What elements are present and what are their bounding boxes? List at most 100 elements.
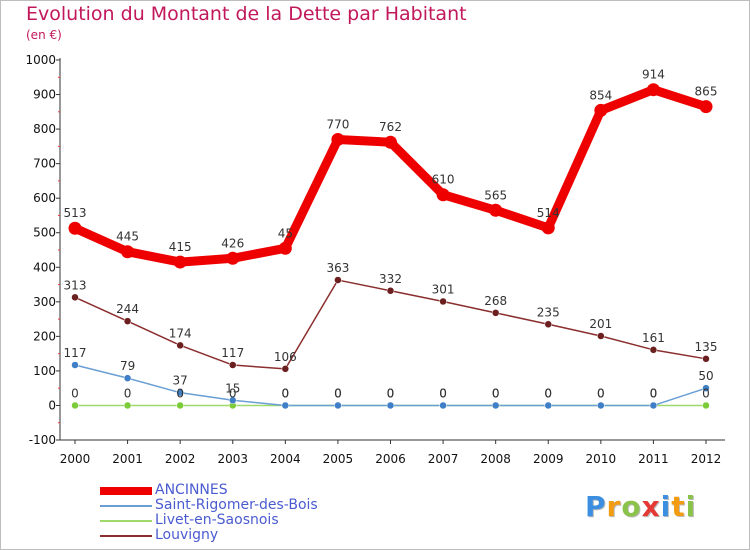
series-point-3 — [229, 361, 237, 369]
series-point-0 — [436, 188, 450, 202]
series-point-2 — [71, 401, 79, 410]
data-label: 201 — [589, 317, 612, 331]
series-point-3 — [544, 320, 552, 329]
logo-letter: P — [585, 490, 607, 523]
data-label: 445 — [116, 230, 139, 244]
y-tick-label: 1000 — [25, 53, 56, 67]
series-point-1 — [544, 401, 552, 410]
data-label: 0 — [597, 386, 605, 400]
logo-letter: o — [621, 490, 642, 523]
data-label: 117 — [64, 346, 87, 360]
data-label: 0 — [124, 386, 132, 400]
y-tick-label: 300 — [33, 295, 56, 309]
data-label: 565 — [484, 188, 507, 202]
series-point-0 — [384, 135, 397, 149]
legend-swatch-louvigny — [100, 535, 152, 537]
data-label: 79 — [120, 359, 135, 373]
legend-label-ancinnes: ANCINNES — [155, 482, 228, 498]
y-tick-label: 400 — [33, 260, 56, 274]
series-point-1 — [176, 388, 184, 397]
data-label: 0 — [492, 386, 500, 400]
series-point-1 — [229, 396, 237, 405]
data-label: 0 — [334, 386, 342, 400]
x-tick-label: 2005 — [323, 452, 354, 466]
data-label: 854 — [589, 88, 612, 102]
data-label: 0 — [650, 386, 658, 400]
series-point-0 — [646, 83, 660, 97]
data-label: 235 — [537, 305, 560, 319]
data-label: 415 — [169, 240, 192, 254]
x-tick-label: 2008 — [480, 452, 511, 466]
x-tick-label: 2000 — [60, 452, 91, 466]
legend-swatch-saint-rigomer — [100, 505, 152, 507]
series-point-1 — [123, 374, 132, 382]
series-point-1 — [491, 401, 500, 410]
logo-letter: i — [685, 490, 697, 523]
x-tick-label: 2001 — [112, 452, 143, 466]
data-label: 0 — [597, 386, 605, 400]
series-point-2 — [123, 401, 132, 410]
data-label: 268 — [484, 294, 507, 308]
data-label: 15 — [225, 381, 240, 395]
logo-letter: t — [671, 490, 686, 523]
data-label: 610 — [432, 173, 455, 187]
series-point-2 — [176, 401, 184, 410]
chart-title: Evolution du Montant de la Dette par Hab… — [26, 3, 467, 25]
data-label: 0 — [702, 386, 710, 400]
series-point-1 — [386, 401, 395, 410]
data-label: 0 — [229, 386, 237, 400]
data-label: 0 — [282, 386, 290, 400]
series-point-3 — [386, 287, 395, 295]
series-point-0 — [331, 132, 345, 146]
data-label: 762 — [379, 120, 402, 134]
data-label: 0 — [282, 386, 290, 400]
data-label: 363 — [326, 261, 349, 275]
series-point-0 — [68, 221, 82, 235]
data-label: 0 — [176, 386, 184, 400]
data-label: 161 — [642, 331, 665, 345]
y-tick-label: 800 — [33, 122, 56, 136]
series-point-1 — [71, 361, 79, 369]
data-label: 513 — [64, 206, 87, 220]
data-label: 174 — [169, 326, 192, 340]
proxiti-logo: Proxiti — [585, 490, 696, 523]
series-point-0 — [699, 100, 713, 114]
x-tick-label: 2009 — [533, 452, 564, 466]
data-label: 106 — [274, 350, 297, 364]
legend-label-louvigny: Louvigny — [155, 527, 219, 543]
series-point-0 — [278, 241, 292, 255]
data-label: 37 — [173, 374, 188, 388]
y-tick-label: 700 — [33, 157, 56, 171]
series-point-1 — [597, 401, 605, 410]
x-tick-label: 2003 — [217, 452, 248, 466]
data-label: 914 — [642, 68, 665, 82]
legend-swatch-ancinnes — [100, 487, 152, 495]
legend-label-livet: Livet-en-Saosnois — [155, 512, 279, 528]
series-point-3 — [597, 332, 605, 340]
y-tick-label: 200 — [33, 329, 56, 343]
series-point-0 — [226, 251, 240, 265]
data-label: 332 — [379, 272, 402, 286]
x-tick-label: 2004 — [270, 452, 301, 466]
data-label: 301 — [432, 282, 455, 296]
data-label: 50 — [698, 369, 713, 383]
series-point-0 — [541, 221, 555, 235]
data-label: 0 — [544, 386, 552, 400]
data-label: 514 — [537, 206, 560, 220]
data-label: 135 — [695, 340, 718, 354]
line-chart: -100010020030040050060070080090010002000… — [25, 53, 725, 466]
y-tick-label: -100 — [29, 433, 56, 447]
series-point-0 — [173, 255, 187, 269]
legend-label-saint-rigomer: Saint-Rigomer-des-Bois — [155, 497, 318, 513]
series-point-0 — [121, 245, 135, 259]
y-tick-label: 0 — [48, 398, 56, 412]
data-label: 117 — [221, 346, 244, 360]
data-label: 313 — [64, 278, 87, 292]
series-point-0 — [489, 203, 503, 217]
legend-swatch-livet — [100, 520, 152, 522]
y-tick-label: 600 — [33, 191, 56, 205]
y-tick-label: 500 — [33, 226, 56, 240]
series-point-1 — [649, 401, 658, 410]
data-label: 0 — [334, 386, 342, 400]
data-label: 0 — [650, 386, 658, 400]
